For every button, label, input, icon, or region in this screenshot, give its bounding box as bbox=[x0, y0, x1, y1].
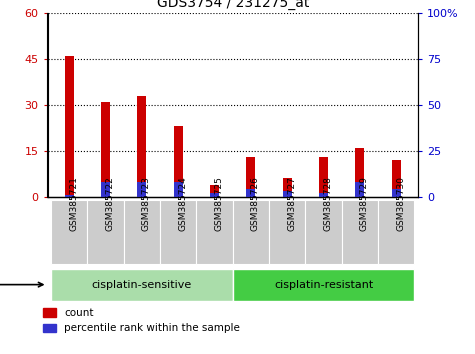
Text: cell line: cell line bbox=[0, 280, 43, 290]
Bar bbox=[319, 193, 328, 197]
Legend: count, percentile rank within the sample: count, percentile rank within the sample bbox=[43, 308, 240, 333]
Bar bbox=[283, 191, 292, 197]
Bar bbox=[137, 96, 146, 197]
Bar bbox=[247, 189, 256, 197]
FancyBboxPatch shape bbox=[124, 200, 160, 264]
FancyBboxPatch shape bbox=[51, 269, 233, 301]
Text: GSM385727: GSM385727 bbox=[287, 176, 296, 231]
Text: GSM385729: GSM385729 bbox=[360, 176, 369, 231]
Bar bbox=[210, 184, 219, 197]
Text: cisplatin-resistant: cisplatin-resistant bbox=[274, 280, 373, 290]
Bar bbox=[174, 182, 183, 197]
FancyBboxPatch shape bbox=[197, 200, 233, 264]
FancyBboxPatch shape bbox=[269, 200, 305, 264]
Text: GSM385725: GSM385725 bbox=[215, 176, 224, 231]
Text: cisplatin-sensitive: cisplatin-sensitive bbox=[92, 280, 192, 290]
FancyBboxPatch shape bbox=[160, 200, 197, 264]
Bar bbox=[65, 56, 74, 197]
FancyBboxPatch shape bbox=[233, 200, 269, 264]
Bar bbox=[283, 178, 292, 197]
Bar bbox=[319, 157, 328, 197]
Bar bbox=[392, 160, 401, 197]
Bar bbox=[101, 102, 110, 197]
Bar bbox=[355, 182, 364, 197]
Bar bbox=[101, 182, 110, 197]
FancyBboxPatch shape bbox=[378, 200, 414, 264]
Text: GSM385723: GSM385723 bbox=[142, 176, 151, 231]
Bar bbox=[355, 148, 364, 197]
Text: GSM385721: GSM385721 bbox=[69, 176, 78, 231]
Text: GSM385722: GSM385722 bbox=[105, 176, 114, 231]
FancyBboxPatch shape bbox=[51, 200, 87, 264]
FancyBboxPatch shape bbox=[305, 200, 342, 264]
Title: GDS3754 / 231275_at: GDS3754 / 231275_at bbox=[157, 0, 309, 10]
FancyBboxPatch shape bbox=[233, 269, 414, 301]
Bar bbox=[210, 193, 219, 197]
Bar bbox=[247, 157, 256, 197]
Text: GSM385724: GSM385724 bbox=[178, 176, 187, 231]
Text: GSM385728: GSM385728 bbox=[323, 176, 332, 231]
FancyBboxPatch shape bbox=[342, 200, 378, 264]
Bar bbox=[392, 189, 401, 197]
Text: GSM385726: GSM385726 bbox=[251, 176, 260, 231]
Bar bbox=[137, 182, 146, 197]
Text: GSM385730: GSM385730 bbox=[396, 176, 405, 231]
Bar bbox=[174, 126, 183, 197]
FancyBboxPatch shape bbox=[87, 200, 124, 264]
Bar bbox=[65, 195, 74, 197]
